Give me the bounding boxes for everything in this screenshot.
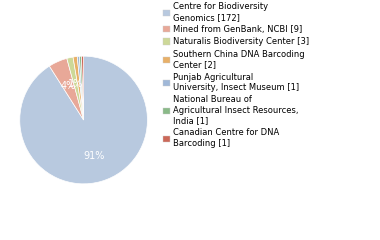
- Text: 4%: 4%: [61, 81, 76, 91]
- Wedge shape: [79, 56, 84, 120]
- Wedge shape: [49, 58, 84, 120]
- Legend: Centre for Biodiversity
Genomics [172], Mined from GenBank, NCBI [9], Naturalis : Centre for Biodiversity Genomics [172], …: [163, 2, 310, 148]
- Wedge shape: [81, 56, 84, 120]
- Wedge shape: [73, 56, 84, 120]
- Text: 91%: 91%: [83, 150, 104, 161]
- Wedge shape: [67, 57, 84, 120]
- Text: 1%: 1%: [68, 79, 83, 89]
- Wedge shape: [77, 56, 84, 120]
- Wedge shape: [20, 56, 147, 184]
